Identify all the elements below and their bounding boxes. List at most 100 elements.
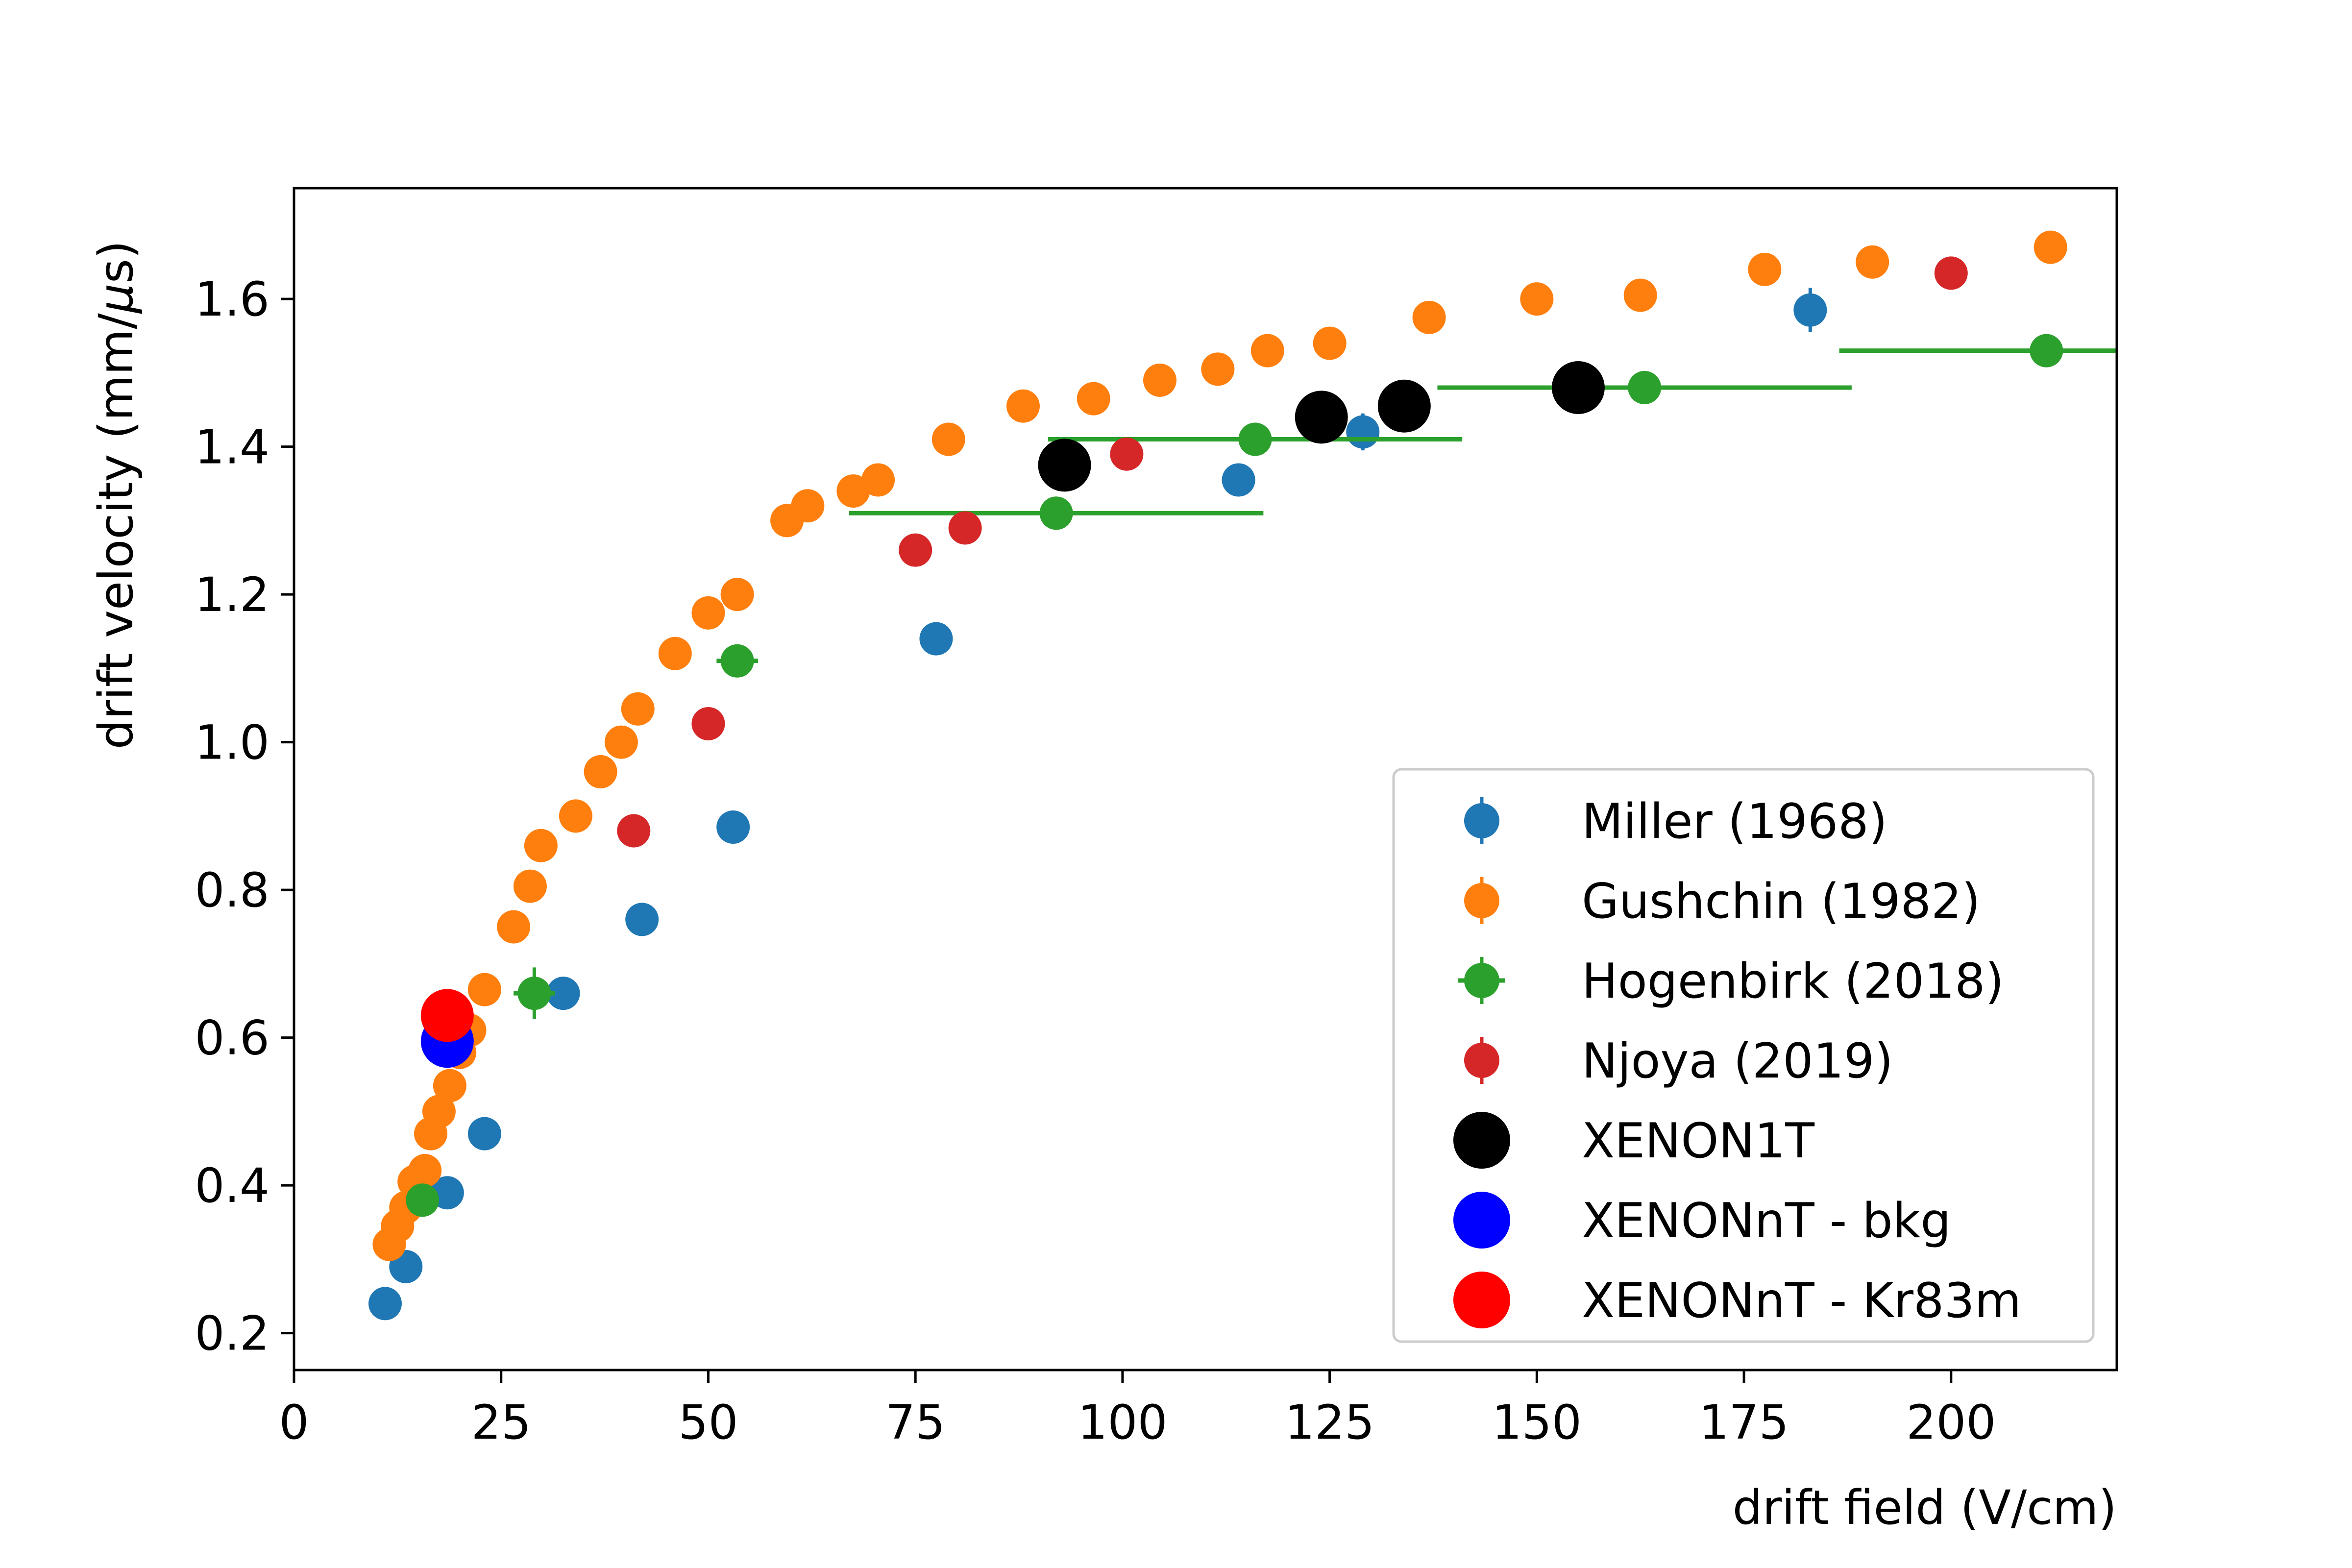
data-point	[1313, 326, 1347, 360]
data-point	[1623, 278, 1657, 312]
y-tick-label: 1.4	[195, 420, 270, 475]
data-point	[559, 799, 592, 833]
data-point	[1856, 245, 1889, 279]
data-point	[467, 973, 501, 1006]
data-point	[1250, 334, 1284, 368]
data-point	[467, 1117, 501, 1151]
data-point	[658, 637, 692, 670]
legend-box	[1392, 768, 2095, 1343]
data-point	[2030, 334, 2063, 368]
data-point	[1201, 352, 1235, 386]
y-tick-label: 1.0	[195, 715, 270, 770]
data-point	[861, 463, 895, 497]
legend-item-njoya-2019: Njoya (2019)	[1464, 1033, 1893, 1089]
legend-label: Miller (1968)	[1582, 794, 1887, 850]
y-tick-label: 1.6	[195, 272, 270, 327]
data-point	[406, 1183, 440, 1217]
data-point	[1006, 389, 1040, 423]
data-point	[836, 474, 870, 508]
data-point	[1551, 361, 1605, 415]
y-tick-label: 0.2	[195, 1306, 270, 1361]
data-point	[691, 707, 725, 740]
data-point	[948, 511, 982, 545]
data-point	[517, 977, 551, 1010]
data-point	[691, 596, 725, 630]
legend-marker	[1453, 1192, 1510, 1249]
series-miller-1968	[368, 288, 1827, 1321]
y-tick-label: 0.6	[195, 1011, 270, 1066]
data-point	[604, 725, 638, 759]
data-point	[368, 1287, 402, 1321]
data-point	[408, 1153, 442, 1187]
legend-label: XENON1T	[1582, 1113, 1815, 1169]
axis-ticks: 0 25 50 75 100 125 150 175 200 0.2 0.4 0.6 0.8 1.0 1.2…	[195, 272, 1996, 1450]
data-point	[433, 1069, 466, 1102]
series-hogenbirk-2018	[406, 334, 2117, 1217]
legend-marker	[1464, 883, 1499, 918]
data-point	[1934, 256, 1968, 290]
data-point	[422, 1095, 456, 1128]
series-xenonnt-kr83m	[420, 989, 474, 1042]
data-point	[791, 489, 825, 523]
data-point	[1077, 382, 1110, 416]
data-point	[617, 814, 651, 848]
data-point	[716, 810, 750, 844]
legend-marker	[1464, 1043, 1499, 1078]
data-point	[1628, 371, 1662, 405]
x-tick-label: 100	[1078, 1395, 1167, 1450]
x-tick-label: 25	[471, 1395, 531, 1450]
data-point	[513, 869, 547, 903]
y-tick-label: 0.8	[195, 863, 270, 918]
data-point	[1412, 300, 1446, 334]
data-point	[1346, 415, 1380, 449]
series-gushchin-1982	[372, 230, 2067, 1261]
series-njoya-2019	[617, 256, 1968, 848]
legend-item-miller-1968: Miller (1968)	[1464, 794, 1887, 850]
x-tick-label: 75	[885, 1395, 945, 1450]
legend: Miller (1968) Gushchin (1982) Hogenbirk (2…	[1392, 768, 2095, 1343]
legend-marker	[1453, 1272, 1510, 1328]
data-point	[899, 533, 932, 567]
series-xenon1t	[1038, 361, 1605, 492]
legend-label: Gushchin (1982)	[1582, 874, 1981, 930]
data-point	[524, 829, 558, 862]
x-tick-label: 150	[1492, 1395, 1582, 1450]
data-point	[1143, 363, 1176, 397]
data-point	[2034, 230, 2067, 264]
legend-label: XENONnT - Kr83m	[1582, 1273, 2021, 1329]
y-tick-label: 0.4	[195, 1158, 270, 1213]
legend-label: Njoya (2019)	[1582, 1033, 1893, 1089]
legend-item-xenonnt-bkg: XENONnT - bkg	[1453, 1192, 1951, 1249]
legend-item-gushchin-1982: Gushchin (1982)	[1464, 874, 1981, 930]
x-tick-label: 200	[1906, 1395, 1996, 1450]
data-point	[546, 977, 580, 1010]
plot-marks	[368, 230, 2117, 1321]
data-point	[1748, 252, 1782, 286]
x-tick-label: 125	[1285, 1395, 1374, 1450]
data-point	[720, 644, 754, 678]
data-point	[1110, 437, 1144, 471]
data-point	[720, 578, 754, 612]
legend-marker	[1464, 803, 1499, 838]
data-point	[1793, 293, 1827, 327]
y-axis-label: drift velocity (mm/μs)	[89, 241, 144, 749]
legend-label: XENONnT - bkg	[1582, 1193, 1951, 1249]
data-point	[621, 692, 655, 726]
data-point	[1222, 463, 1255, 497]
x-tick-label: 50	[678, 1395, 738, 1450]
legend-item-xenon1t: XENON1T	[1453, 1112, 1815, 1169]
data-point	[931, 422, 965, 456]
legend-marker	[1453, 1112, 1510, 1169]
data-point	[584, 755, 617, 788]
data-point	[497, 910, 531, 944]
legend-item-xenonnt-kr83m: XENONnT - Kr83m	[1453, 1272, 2021, 1329]
data-point	[1295, 391, 1348, 444]
data-point	[1039, 496, 1073, 530]
x-tick-label: 175	[1699, 1395, 1788, 1450]
data-point	[1377, 379, 1431, 433]
x-axis-label: drift field (V/cm)	[1733, 1480, 2117, 1535]
data-point	[919, 622, 953, 656]
plot-frame	[293, 187, 2118, 1372]
data-point	[1520, 282, 1554, 316]
